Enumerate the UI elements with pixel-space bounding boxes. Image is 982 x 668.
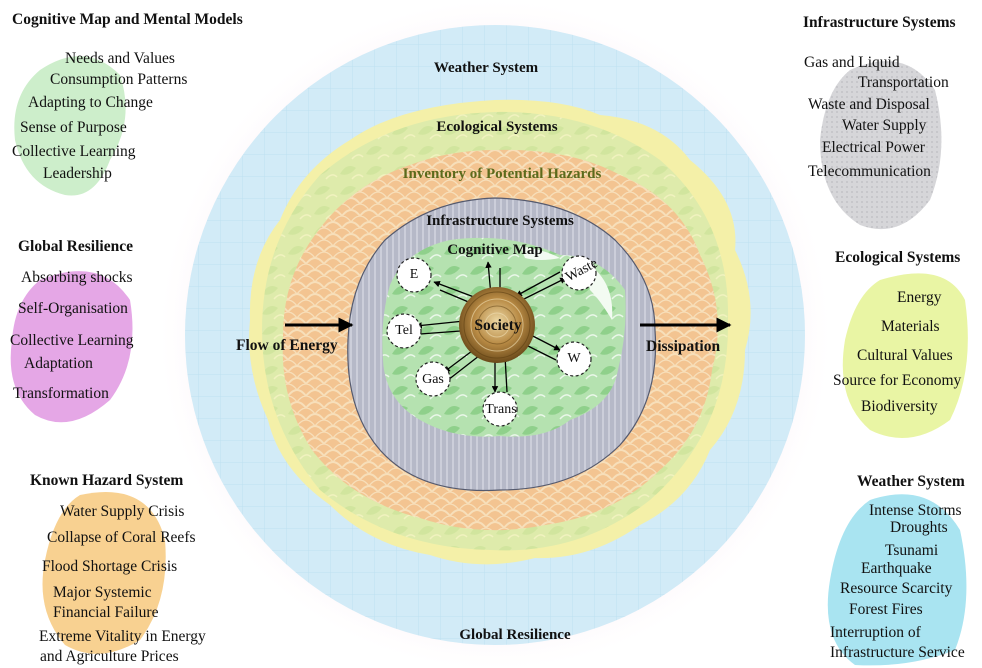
infra-item: Gas and Liquid xyxy=(804,54,900,71)
hazard-blob xyxy=(42,492,166,654)
hazard-panel-title: Known Hazard System xyxy=(30,472,184,489)
node-trans xyxy=(482,391,518,427)
weather-item: Resource Scarcity xyxy=(840,580,953,597)
hazard-item: Collapse of Coral Reefs xyxy=(47,529,196,546)
resilience-item: Self-Organisation xyxy=(18,300,128,317)
hazard-item: Extreme Vitality in Energy xyxy=(39,628,206,645)
node-circles xyxy=(386,255,597,427)
ring-label-resilience: Global Resilience xyxy=(459,627,571,643)
hazard-item: Flood Shortage Crisis xyxy=(42,558,178,575)
infra-item: Transportation xyxy=(858,74,949,91)
resilience-item: Collective Learning xyxy=(10,332,134,349)
cognitive-blob xyxy=(14,56,126,196)
hazard-item: Financial Failure xyxy=(53,604,159,621)
node-e xyxy=(396,257,432,293)
eco-item: Materials xyxy=(881,318,940,335)
resilience-blob xyxy=(10,271,133,423)
cognitive-item: Needs and Values xyxy=(65,50,175,67)
eco-item: Cultural Values xyxy=(857,347,953,364)
infra-item: Water Supply xyxy=(842,117,927,134)
node-label-trans: Trans xyxy=(485,402,517,417)
cognitive-item: Sense of Purpose xyxy=(20,119,127,136)
infra-blob xyxy=(820,61,942,230)
weather-item: Forest Fires xyxy=(849,601,923,618)
eco-item: Energy xyxy=(897,289,942,306)
hazard-item: and Agriculture Prices xyxy=(40,648,179,665)
eco-item: Biodiversity xyxy=(861,398,938,415)
cognitive-panel-title: Cognitive Map and Mental Models xyxy=(12,11,243,28)
resilience-panel-title: Global Resilience xyxy=(18,238,133,255)
node-label-tel: Tel xyxy=(395,323,413,338)
weather-panel-title: Weather System xyxy=(857,473,965,490)
infra-item: Waste and Disposal xyxy=(808,96,930,113)
ring-label-ecological: Ecological Systems xyxy=(436,119,558,135)
flow-in-label: Flow of Energy xyxy=(236,337,338,354)
cognitive-map-label: Cognitive Map xyxy=(447,242,543,258)
ring-label-hazards: Inventory of Potential Hazards xyxy=(402,166,602,182)
cognitive-item: Adapting to Change xyxy=(28,94,153,111)
weather-item: Droughts xyxy=(890,519,948,536)
hazard-item: Major Systemic xyxy=(53,584,152,601)
resilience-item: Absorbing shocks xyxy=(21,269,133,286)
eco-blob xyxy=(842,273,968,438)
node-label-e: E xyxy=(409,267,419,282)
node-label-w: W xyxy=(567,351,581,366)
society-disc xyxy=(459,287,535,363)
node-gas xyxy=(415,361,451,397)
flow-out-label: Dissipation xyxy=(646,338,721,355)
cognitive-core-light xyxy=(520,246,613,320)
node-waste xyxy=(561,255,597,291)
infra-panel-title: Infrastructure Systems xyxy=(803,14,956,31)
weather-blob xyxy=(827,494,967,666)
weather-item: Earthquake xyxy=(861,560,932,577)
cognitive-item: Leadership xyxy=(43,165,112,182)
infra-item: Electrical Power xyxy=(822,139,925,156)
hazard-item: Water Supply Crisis xyxy=(60,503,185,520)
eco-item: Source for Economy xyxy=(833,372,962,389)
weather-item: Tsunami xyxy=(885,542,939,559)
resilience-item: Transformation xyxy=(13,385,109,402)
weather-item: Intense Storms xyxy=(869,502,962,519)
cognitive-item: Collective Learning xyxy=(12,143,136,160)
weather-item: Interruption of xyxy=(830,624,921,641)
infra-item: Telecommunication xyxy=(808,163,931,180)
node-label-gas: Gas xyxy=(422,372,444,387)
cognitive-item: Consumption Patterns xyxy=(50,71,188,88)
resilience-item: Adaptation xyxy=(24,355,93,372)
weather-item: Infrastructure Service xyxy=(830,644,965,661)
society-label: Society xyxy=(474,317,522,334)
eco-panel-title: Ecological Systems xyxy=(835,249,961,266)
ring-label-weather: Weather System xyxy=(433,60,539,76)
node-tel xyxy=(386,313,422,349)
node-w xyxy=(556,341,592,377)
ring-label-infrastructure: Infrastructure Systems xyxy=(426,213,574,229)
